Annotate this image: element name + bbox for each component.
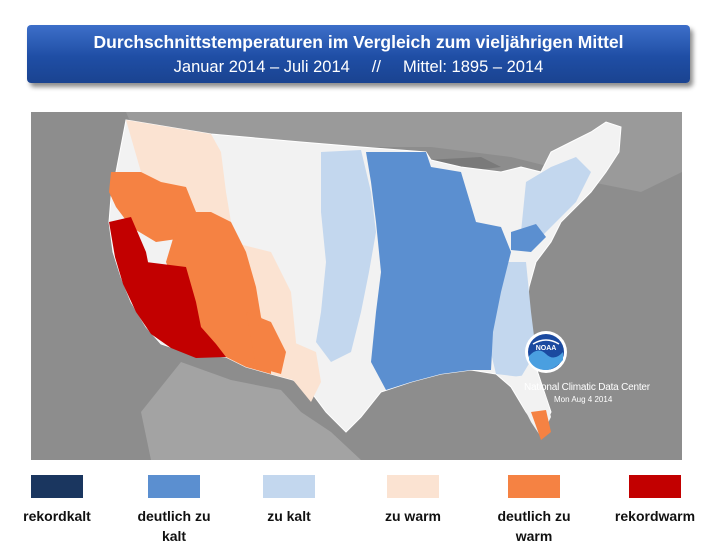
title-baseline: Mittel: 1895 – 2014: [402, 58, 544, 76]
temperature-map: NOAA National Climatic Data Center Mon A…: [31, 112, 682, 460]
legend-label: deutlich zu kalt: [137, 508, 211, 544]
legend-item-rekordkalt: rekordkalt: [14, 475, 100, 526]
ncdc-date: Mon Aug 4 2014: [554, 395, 613, 404]
us-climate-division-map: [31, 112, 682, 460]
noaa-logo-icon: NOAA: [525, 331, 567, 373]
legend-swatch: [31, 475, 83, 498]
legend-item-deutlich-zu-kalt: deutlich zu kalt: [126, 475, 222, 546]
legend-label: rekordkalt: [23, 508, 91, 524]
region-cold-northeast: [521, 157, 591, 242]
legend-swatch: [629, 475, 681, 498]
legend-label: deutlich zu warm: [497, 508, 571, 544]
legend-swatch: [148, 475, 200, 498]
legend-label: rekordwarm: [614, 508, 696, 524]
title-subtitle: Januar 2014 – Juli 2014 // Mittel: 1895 – …: [27, 56, 690, 78]
region-much-cold-pa: [511, 224, 546, 252]
legend-item-zu-kalt: zu kalt: [246, 475, 332, 526]
legend-label: zu warm: [384, 508, 441, 524]
region-warm-texas: [293, 342, 321, 402]
legend-swatch: [263, 475, 315, 498]
legend-swatch: [508, 475, 560, 498]
mexico-land: [141, 362, 361, 460]
region-much-warm-intermountain: [166, 212, 271, 374]
legend-item-zu-warm: zu warm: [370, 475, 456, 526]
title-separator: //: [371, 58, 381, 76]
region-much-warm-newmexico: [246, 312, 286, 374]
title-main: Durchschnittstemperaturen im Vergleich z…: [93, 32, 624, 52]
legend-swatch: [387, 475, 439, 498]
noaa-logo-text: NOAA: [536, 345, 557, 352]
title-period: Januar 2014 – Juli 2014: [173, 58, 350, 76]
title-banner: Durchschnittstemperaturen im Vergleich z…: [27, 25, 690, 83]
region-record-warm-southwest: [146, 262, 226, 357]
legend-item-deutlich-zu-warm: deutlich zu warm: [486, 475, 582, 546]
region-warm-florida-south: [531, 410, 551, 440]
region-cold-plains: [316, 150, 376, 362]
legend-item-rekordwarm: rekordwarm: [605, 475, 705, 526]
region-much-cold-midwest: [366, 152, 511, 390]
region-warm-northwest: [126, 120, 231, 242]
ncdc-name: National Climatic Data Center: [524, 382, 650, 393]
legend-label: zu kalt: [267, 508, 311, 524]
